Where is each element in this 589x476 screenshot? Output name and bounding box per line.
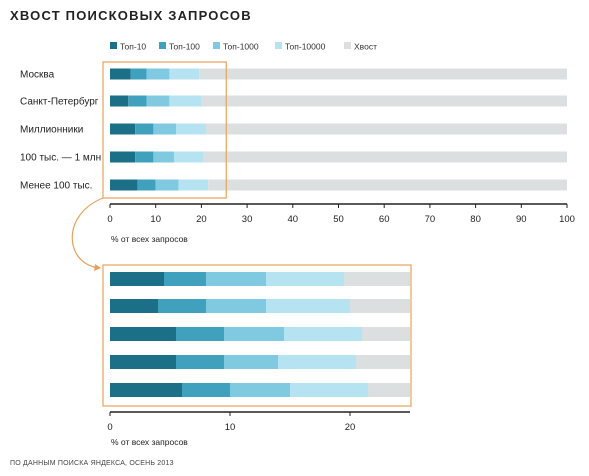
tick-label: 0	[107, 214, 112, 225]
zoom-bar-segment	[206, 299, 266, 313]
legend: Топ-10 Топ-100 Топ-1000 Топ-10000 Хвост	[110, 42, 377, 52]
zoom-bar-segment	[164, 272, 206, 286]
tick-label: 100	[559, 214, 575, 225]
zoom-tick-label: 20	[345, 422, 356, 433]
bar-segment	[110, 151, 136, 163]
chart-title: ХВОСТ ПОИСКОВЫХ ЗАПРОСОВ	[10, 8, 252, 23]
zoom-bar-segment	[368, 383, 410, 397]
zoom-bar-segment	[176, 327, 224, 341]
tick-label: 20	[196, 214, 207, 225]
tick-label: 90	[516, 214, 527, 225]
bar-segment	[135, 151, 154, 163]
bar-segment	[110, 179, 138, 191]
bar-segment	[153, 123, 177, 135]
category-label: 100 тыс. — 1 млн	[20, 153, 101, 164]
bar-segment	[153, 151, 174, 163]
bar-segment	[135, 123, 154, 135]
tick-label: 60	[379, 214, 390, 225]
bar-segment	[128, 95, 147, 107]
legend-label: Топ-10000	[285, 42, 326, 52]
connector-arrow	[71, 197, 104, 269]
zoom-tick-label: 10	[225, 422, 236, 433]
zoom-bar-segment	[206, 272, 266, 286]
main-chart: Москва Санкт-Петербург Миллионники 100 тыс.…	[20, 61, 575, 271]
zoom-bar-segment	[110, 383, 182, 397]
category-label: Санкт-Петербург	[20, 96, 99, 108]
bar-segment	[199, 68, 568, 80]
zoom-frame	[102, 264, 412, 407]
legend-swatch	[275, 42, 282, 49]
bar-segment	[203, 151, 567, 163]
zoom-bar-segment	[224, 327, 284, 341]
bar-segment	[178, 179, 209, 191]
legend-swatch	[159, 42, 166, 49]
zoom-bar-segment	[284, 327, 362, 341]
zoom-bar-segment	[266, 299, 350, 313]
zoom-bar-segment	[110, 299, 158, 313]
bar-segment	[205, 123, 567, 135]
zoom-bar-segment	[110, 327, 176, 341]
tick-label: 80	[470, 214, 481, 225]
zoom-bar-segment	[110, 272, 164, 286]
bar-segment	[130, 68, 147, 80]
zoom-bar-segment	[350, 299, 410, 313]
bar-segment	[137, 179, 156, 191]
legend-swatch	[213, 42, 220, 49]
zoom-bar-segment	[158, 299, 206, 313]
zoom-tick-label: 0	[107, 422, 112, 433]
bar-segment	[169, 68, 200, 80]
zoom-bar-segment	[344, 272, 410, 286]
zoom-bar-segment	[356, 355, 410, 369]
tick-label: 70	[425, 214, 436, 225]
legend-label: Топ-10	[120, 42, 146, 52]
bar-segment	[110, 68, 131, 80]
zoom-bar-segment	[290, 383, 368, 397]
category-label: Москва	[20, 70, 55, 81]
bar-segment	[169, 95, 202, 107]
zoom-bar-segment	[266, 272, 344, 286]
arrowhead-icon	[94, 264, 101, 271]
bar-segment	[208, 179, 567, 191]
tick-label: 10	[150, 214, 161, 225]
bar-segment	[110, 95, 129, 107]
source-note: ПО ДАННЫМ ПОИСКА ЯНДЕКСА, ОСЕНЬ 2013	[10, 460, 174, 467]
bar-segment	[155, 179, 179, 191]
category-label: Менее 100 тыс.	[20, 181, 92, 192]
tick-label: 40	[288, 214, 299, 225]
legend-swatch	[344, 42, 351, 49]
legend-label: Топ-100	[169, 42, 200, 52]
category-label: Миллионники	[20, 125, 83, 136]
bar-segment	[110, 123, 136, 135]
legend-label: Топ-1000	[223, 42, 259, 52]
tick-label: 30	[242, 214, 253, 225]
bar-segment	[146, 95, 170, 107]
zoom-bar-segment	[230, 383, 290, 397]
bar-segment	[176, 123, 206, 135]
highlight-box	[102, 61, 227, 199]
bar-segment	[201, 95, 567, 107]
zoom-bar-segment	[224, 355, 278, 369]
bar-segment	[146, 68, 170, 80]
bar-segment	[173, 151, 204, 163]
zoom-bar-segment	[110, 355, 176, 369]
zoom-bar-segment	[362, 327, 410, 341]
main-x-axis-title: % от всех запросов	[111, 234, 188, 244]
legend-label: Хвост	[354, 42, 377, 52]
legend-swatch	[110, 42, 117, 49]
tick-label: 50	[333, 214, 344, 225]
zoom-x-axis-title: % от всех запросов	[111, 437, 188, 447]
zoom-bar-segment	[278, 355, 356, 369]
zoom-bar-segment	[182, 383, 230, 397]
zoom-chart: 0 10 20	[102, 264, 412, 433]
zoom-bar-segment	[176, 355, 224, 369]
